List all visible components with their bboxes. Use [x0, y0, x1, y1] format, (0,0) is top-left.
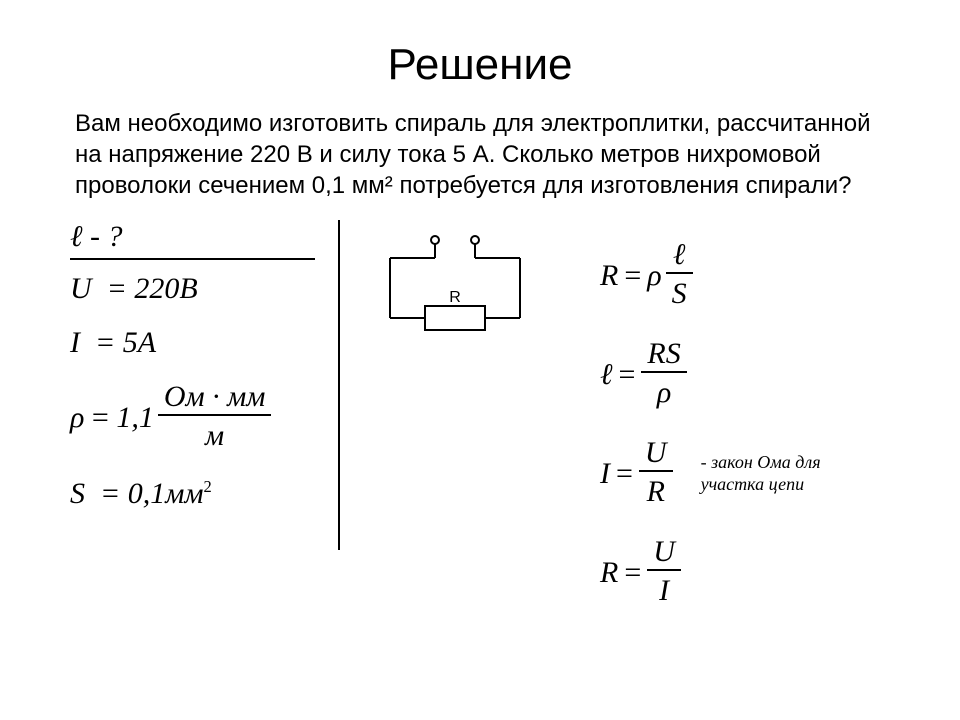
note-line2: участка цепи [701, 474, 804, 494]
note-line1: закон Ома для [711, 452, 821, 472]
formula-R-rho: R = ρ ℓ S [600, 238, 890, 315]
problem-statement: Вам необходимо изготовить спираль для эл… [70, 108, 890, 202]
vertical-rule [338, 220, 340, 550]
fraction: ℓ S [666, 238, 693, 315]
den: I [647, 571, 681, 612]
var: S [70, 477, 85, 510]
num: RS [641, 337, 686, 374]
formula-I: I = U R - закон Ома для участка цепи [600, 436, 890, 513]
given-column: ℓ - ? U = 220В I = 5А ρ = 1,1 Ом · мм м [70, 220, 340, 531]
given-rho: ρ = 1,1 Ом · мм м [70, 380, 330, 457]
lhs: R [600, 556, 618, 590]
num: U [639, 436, 673, 473]
den: R [639, 472, 673, 513]
unit-num: Ом · мм [158, 380, 272, 417]
rho: ρ [647, 259, 661, 293]
var: U [70, 272, 92, 305]
unit-sup: 2 [204, 477, 212, 496]
num: ℓ [666, 238, 693, 275]
title: Решение [70, 40, 890, 90]
value: 0,1 [128, 477, 166, 510]
den: ρ [641, 373, 686, 414]
page: Решение Вам необходимо изготовить спирал… [0, 0, 960, 720]
formula-l: ℓ = RS ρ [600, 337, 890, 414]
unit: А [138, 326, 156, 359]
den: S [666, 274, 693, 315]
dash: - [701, 452, 712, 472]
given-S: S = 0,1мм2 [70, 477, 330, 511]
given-I: I = 5А [70, 326, 330, 360]
unit: В [179, 272, 197, 305]
given-U: U = 220В [70, 272, 330, 306]
circuit-svg: R [370, 228, 540, 358]
fraction: U R [639, 436, 673, 513]
solution-body: ℓ - ? U = 220В I = 5А ρ = 1,1 Ом · мм м [70, 220, 890, 634]
num: U [647, 535, 681, 572]
var: ρ [70, 401, 84, 435]
value: 1,1 [116, 401, 154, 435]
fraction: U I [647, 535, 681, 612]
unit-den: м [158, 416, 272, 457]
fraction: RS ρ [641, 337, 686, 414]
value: 5 [123, 326, 138, 359]
value: 220 [134, 272, 179, 305]
lhs: R [600, 259, 618, 293]
circuit-diagram: R [340, 220, 590, 358]
formula-R: R = U I [600, 535, 890, 612]
find-line: ℓ - ? [70, 220, 330, 254]
formulas-column: R = ρ ℓ S ℓ = RS ρ I = U [590, 220, 890, 634]
unit: мм [165, 477, 203, 510]
lhs: I [600, 457, 610, 491]
var: I [70, 326, 80, 359]
resistor-label: R [449, 289, 461, 306]
horizontal-rule [70, 258, 315, 260]
lhs: ℓ [600, 358, 613, 392]
rho-unit-fraction: Ом · мм м [158, 380, 272, 457]
ohm-law-note: - закон Ома для участка цепи [701, 452, 821, 495]
